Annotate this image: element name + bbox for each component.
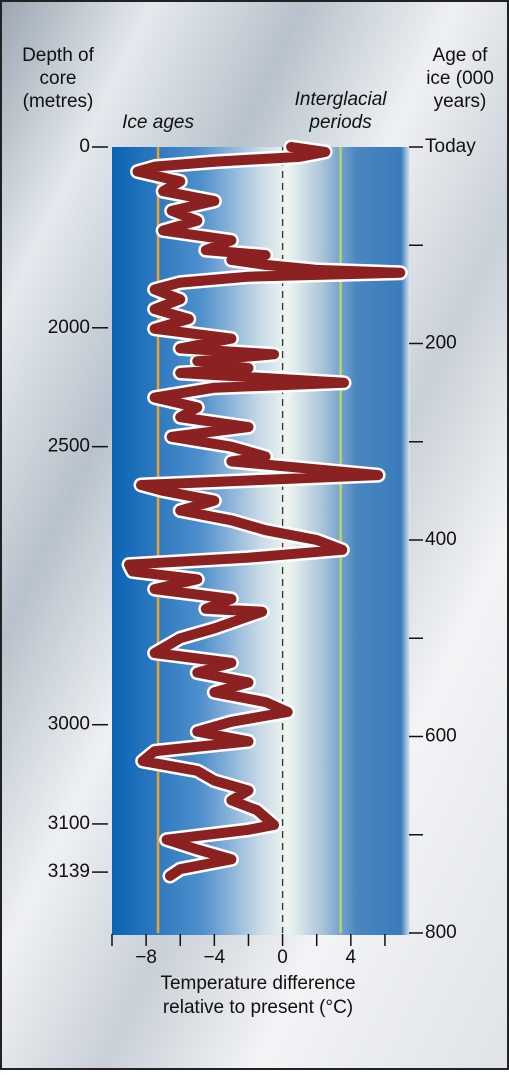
depth-tick-label: 3000 [48, 714, 90, 735]
depth-tick-label: 2500 [48, 436, 90, 457]
depth-axis-label: core [40, 68, 77, 89]
x-axis-label: relative to present (°C) [163, 997, 353, 1018]
y-tick-label: 600 [425, 726, 457, 747]
depth-tick-label: 2000 [48, 317, 90, 338]
age-axis-label: years) [434, 91, 487, 112]
depth-axis-label: Depth of [22, 45, 95, 66]
depth-tick-label: 0 [79, 136, 90, 157]
depth-axis-label: (metres) [23, 91, 94, 112]
depth-tick-label: 3139 [48, 861, 90, 882]
annotation: periods [308, 112, 372, 133]
y-tick-label: 400 [425, 529, 457, 550]
x-tick-label: −4 [204, 947, 226, 968]
age-axis-label: ice (000 [426, 68, 494, 89]
depth-tick-label: 3100 [48, 813, 90, 834]
age-axis-label: Age of [433, 45, 489, 66]
x-tick-label: 0 [277, 947, 288, 968]
annotation: Interglacial [295, 89, 388, 110]
x-tick-label: 4 [346, 947, 357, 968]
x-axis-label: Temperature difference [160, 973, 355, 994]
annotation: Ice ages [122, 112, 194, 133]
y-tick-label: 200 [425, 333, 457, 354]
chart: Ice ages Interglacialperiods −8 −4 0 4 Tempera… [0, 0, 509, 1070]
y-tick-label: Today [425, 136, 476, 157]
y-tick-label: 800 [425, 922, 457, 943]
x-tick-label: −8 [135, 947, 157, 968]
page: Ice ages Interglacialperiods −8 −4 0 4 Tempera… [0, 0, 509, 1075]
